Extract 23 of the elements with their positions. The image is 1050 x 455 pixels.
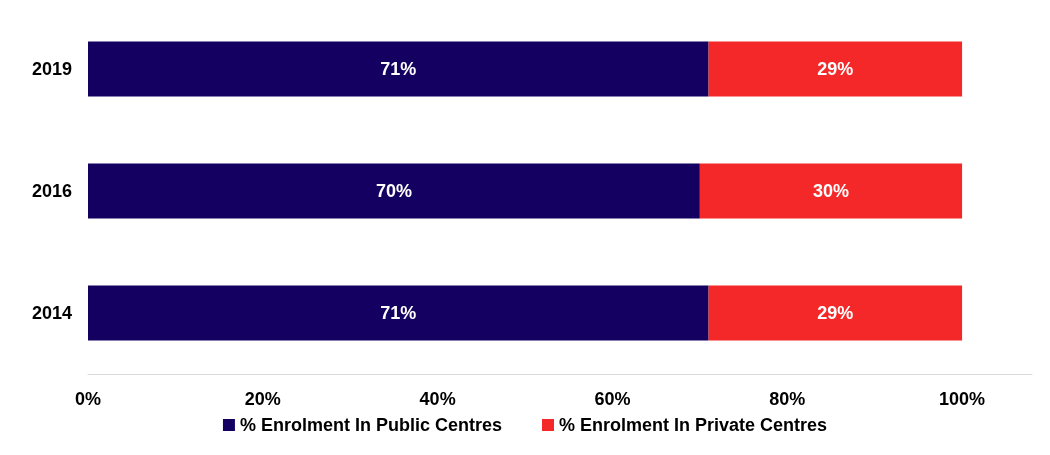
x-tick-label: 20% bbox=[244, 389, 281, 409]
y-tick-label: 2016 bbox=[31, 181, 72, 201]
x-tick-label: 0% bbox=[74, 389, 102, 409]
bar bbox=[699, 163, 963, 219]
x-tick-label: 100% bbox=[939, 389, 986, 409]
data-label: 29% bbox=[817, 59, 854, 79]
x-tick-label: 40% bbox=[419, 389, 456, 409]
legend-label: % Enrolment In Private Centres bbox=[558, 415, 828, 435]
data-label: 71% bbox=[380, 303, 417, 323]
data-label: 29% bbox=[817, 303, 854, 323]
x-tick-label: 60% bbox=[594, 389, 631, 409]
x-tick-label: 80% bbox=[769, 389, 806, 409]
bar bbox=[88, 163, 700, 219]
bar bbox=[88, 285, 709, 341]
data-label: 30% bbox=[812, 181, 849, 201]
bar bbox=[708, 285, 963, 341]
bar bbox=[708, 41, 963, 97]
y-tick-label: 2014 bbox=[31, 303, 72, 323]
data-label: 71% bbox=[380, 59, 417, 79]
y-tick-label: 2019 bbox=[31, 59, 72, 79]
data-label: 70% bbox=[375, 181, 412, 201]
bar bbox=[88, 41, 709, 97]
legend-label: % Enrolment In Public Centres bbox=[239, 415, 502, 435]
